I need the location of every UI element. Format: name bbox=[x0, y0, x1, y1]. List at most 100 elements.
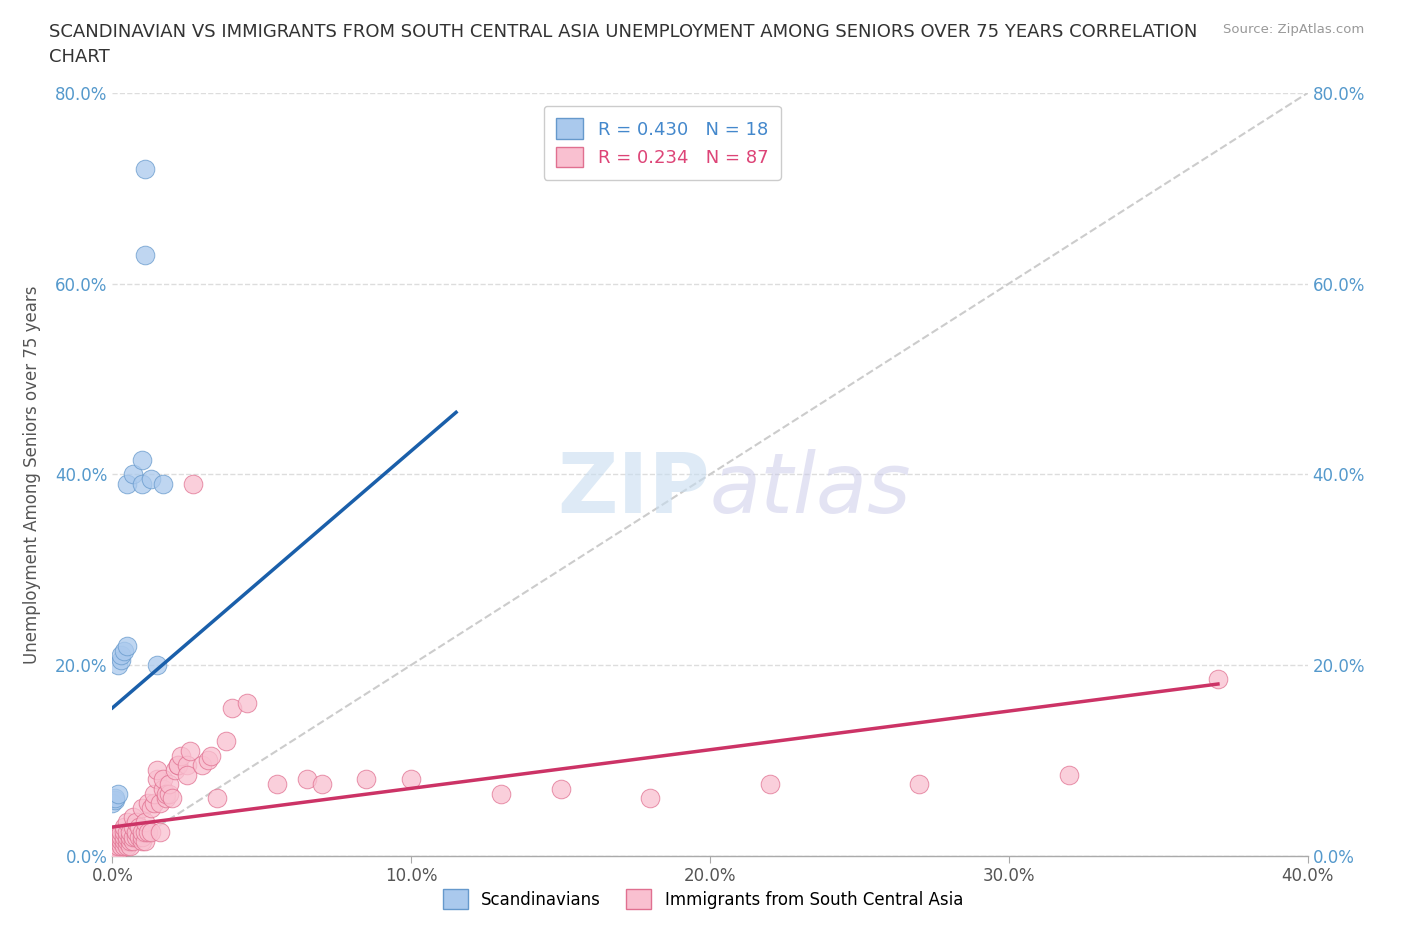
Point bbox=[122, 467, 145, 482]
Point bbox=[114, 644, 135, 658]
Legend: Scandinavians, Immigrants from South Central Asia: Scandinavians, Immigrants from South Cen… bbox=[434, 881, 972, 917]
Point bbox=[141, 472, 163, 486]
Point bbox=[155, 790, 177, 805]
Point bbox=[122, 830, 145, 844]
Point bbox=[114, 834, 135, 849]
Point bbox=[131, 830, 153, 844]
Point bbox=[143, 796, 166, 811]
Legend: R = 0.430   N = 18, R = 0.234   N = 87: R = 0.430 N = 18, R = 0.234 N = 87 bbox=[544, 106, 780, 180]
Point bbox=[167, 758, 190, 773]
Text: Source: ZipAtlas.com: Source: ZipAtlas.com bbox=[1223, 23, 1364, 36]
Point bbox=[122, 810, 145, 825]
Point bbox=[179, 743, 201, 758]
Point bbox=[146, 658, 169, 672]
Point bbox=[152, 772, 174, 787]
Point bbox=[401, 772, 423, 787]
Point bbox=[128, 819, 150, 834]
Point bbox=[117, 639, 139, 654]
Text: SCANDINAVIAN VS IMMIGRANTS FROM SOUTH CENTRAL ASIA UNEMPLOYMENT AMONG SENIORS OV: SCANDINAVIAN VS IMMIGRANTS FROM SOUTH CE… bbox=[49, 23, 1198, 41]
Point bbox=[134, 824, 156, 839]
Point bbox=[155, 786, 177, 801]
Point bbox=[908, 777, 931, 791]
Point bbox=[122, 819, 145, 834]
Point bbox=[125, 830, 148, 844]
Point bbox=[114, 830, 135, 844]
Point bbox=[128, 830, 150, 844]
Point bbox=[104, 834, 127, 849]
Point bbox=[181, 476, 204, 491]
Point bbox=[1057, 767, 1080, 782]
Point bbox=[149, 796, 172, 811]
Point bbox=[114, 839, 135, 854]
Point bbox=[157, 777, 180, 791]
Point bbox=[157, 786, 180, 801]
Point bbox=[165, 763, 187, 777]
Point bbox=[152, 476, 174, 491]
Point bbox=[120, 830, 142, 844]
Point bbox=[120, 824, 142, 839]
Point bbox=[117, 476, 139, 491]
Point bbox=[162, 790, 183, 805]
Point bbox=[143, 786, 166, 801]
Point bbox=[134, 834, 156, 849]
Point bbox=[138, 824, 160, 839]
Point bbox=[104, 830, 127, 844]
Point bbox=[141, 801, 163, 816]
Point bbox=[759, 777, 782, 791]
Point bbox=[191, 758, 214, 773]
Point bbox=[197, 753, 219, 768]
Point bbox=[107, 786, 129, 801]
Point bbox=[221, 700, 243, 715]
Point bbox=[110, 653, 132, 668]
Point bbox=[131, 476, 153, 491]
Point bbox=[295, 772, 318, 787]
Point bbox=[117, 815, 139, 830]
Point bbox=[104, 790, 127, 805]
Text: ZIP: ZIP bbox=[558, 449, 710, 530]
Point bbox=[120, 839, 142, 854]
Point bbox=[152, 781, 174, 796]
Text: atlas: atlas bbox=[710, 449, 911, 530]
Point bbox=[117, 834, 139, 849]
Point bbox=[117, 830, 139, 844]
Point bbox=[167, 758, 190, 773]
Text: CHART: CHART bbox=[49, 48, 110, 66]
Point bbox=[104, 844, 127, 858]
Point bbox=[149, 824, 172, 839]
Point bbox=[110, 839, 132, 854]
Point bbox=[107, 834, 129, 849]
Point bbox=[131, 453, 153, 468]
Point bbox=[134, 815, 156, 830]
Point bbox=[131, 824, 153, 839]
Point bbox=[146, 772, 169, 787]
Point bbox=[117, 839, 139, 854]
Point bbox=[125, 824, 148, 839]
Point bbox=[104, 839, 127, 854]
Point bbox=[117, 824, 139, 839]
Point bbox=[170, 748, 193, 763]
Point bbox=[205, 790, 228, 805]
Point bbox=[266, 777, 288, 791]
Point bbox=[356, 772, 378, 787]
Point bbox=[125, 815, 148, 830]
Point bbox=[110, 648, 132, 663]
Point bbox=[107, 844, 129, 858]
Point bbox=[134, 162, 156, 177]
Point bbox=[176, 758, 198, 773]
Point bbox=[1206, 671, 1229, 686]
Point bbox=[114, 819, 135, 834]
Point bbox=[311, 777, 333, 791]
Point bbox=[131, 834, 153, 849]
Point bbox=[110, 830, 132, 844]
Point bbox=[107, 839, 129, 854]
Point bbox=[114, 824, 135, 839]
Point bbox=[120, 834, 142, 849]
Point bbox=[122, 834, 145, 849]
Point bbox=[138, 796, 160, 811]
Point bbox=[640, 790, 662, 805]
Point bbox=[107, 830, 129, 844]
Point bbox=[489, 786, 512, 801]
Point bbox=[200, 748, 222, 763]
Point bbox=[141, 824, 163, 839]
Point bbox=[146, 763, 169, 777]
